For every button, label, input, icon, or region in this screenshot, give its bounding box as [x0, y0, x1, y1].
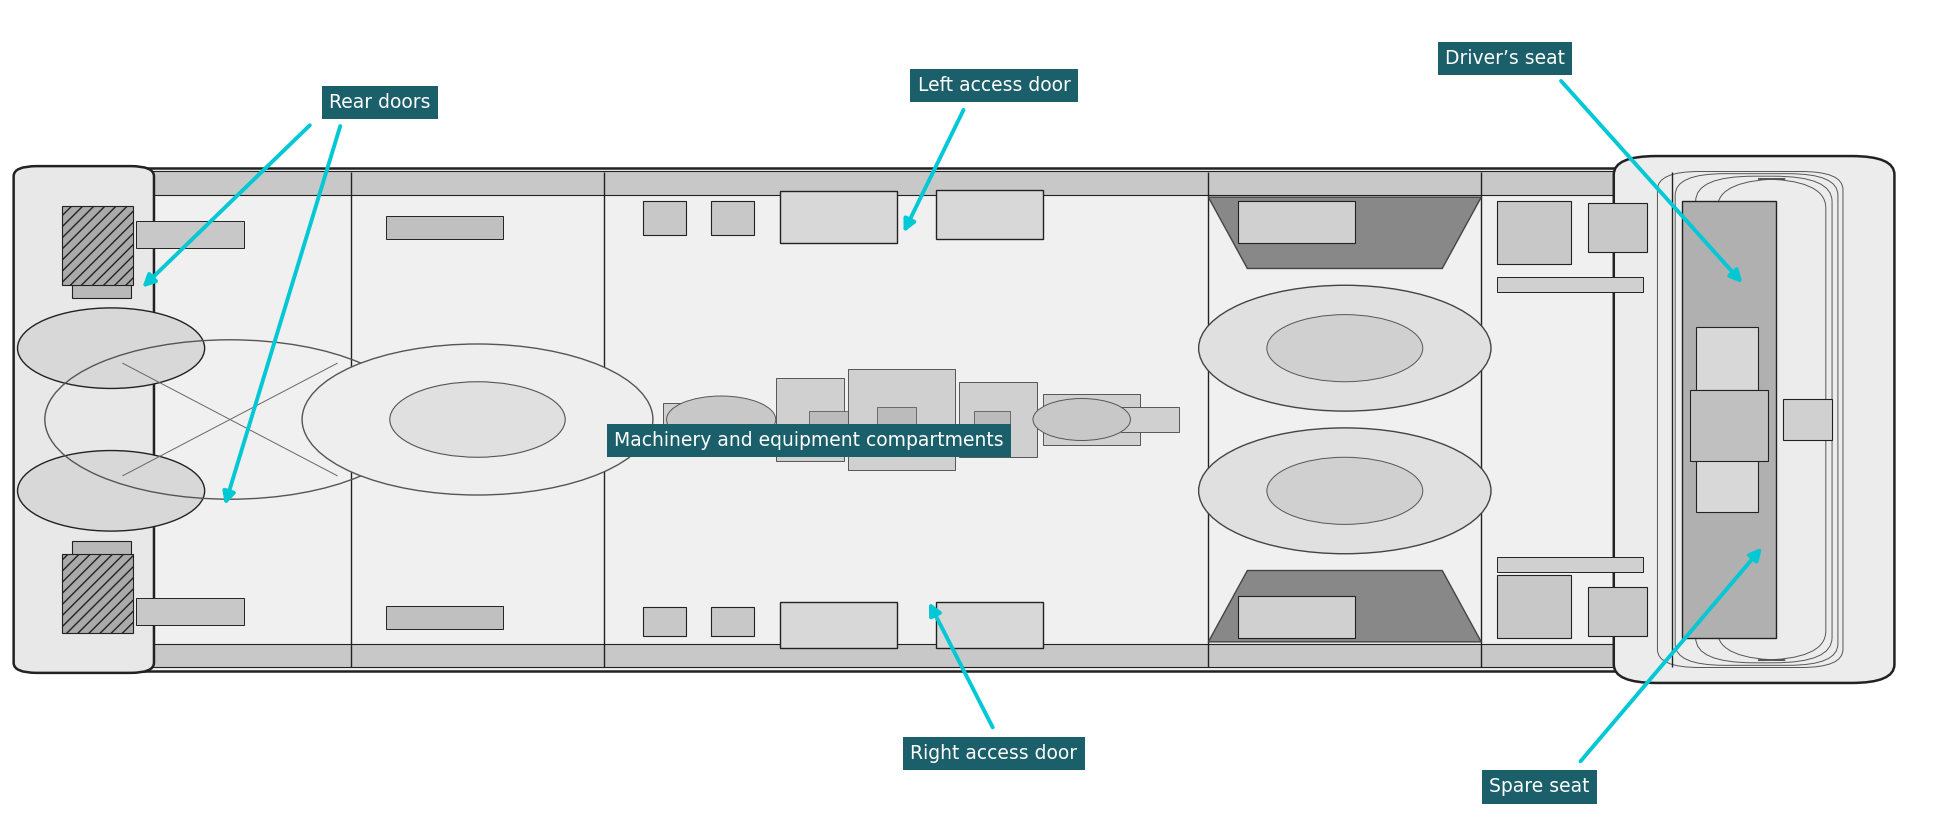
Bar — [136, 598, 244, 625]
FancyBboxPatch shape — [1613, 156, 1893, 683]
Bar — [1588, 587, 1646, 636]
Bar — [1689, 390, 1767, 461]
Bar — [779, 602, 896, 648]
Bar — [62, 554, 132, 633]
Bar — [386, 606, 503, 629]
Polygon shape — [1208, 197, 1480, 268]
Circle shape — [666, 396, 775, 443]
Circle shape — [1266, 457, 1422, 524]
Bar — [1042, 394, 1140, 445]
Bar — [808, 411, 847, 428]
Bar — [72, 583, 131, 617]
Text: Machinery and equipment compartments: Machinery and equipment compartments — [614, 431, 1003, 450]
Bar — [974, 411, 1009, 428]
Bar — [1496, 575, 1570, 638]
Bar — [662, 403, 756, 436]
FancyBboxPatch shape — [14, 166, 154, 673]
Bar — [1237, 596, 1354, 638]
Bar — [72, 264, 131, 298]
Bar — [72, 222, 131, 256]
Bar — [1120, 407, 1179, 432]
Bar — [1695, 453, 1757, 512]
Bar — [1237, 201, 1354, 243]
Bar — [127, 644, 1666, 667]
Text: Driver’s seat: Driver’s seat — [1443, 50, 1564, 68]
Text: Rear doors: Rear doors — [329, 93, 431, 112]
Circle shape — [1198, 285, 1490, 411]
Bar — [136, 221, 244, 248]
Bar — [1782, 399, 1831, 440]
Bar — [1681, 201, 1775, 638]
Text: Left access door: Left access door — [918, 76, 1069, 95]
Bar — [72, 541, 131, 575]
Circle shape — [1032, 399, 1130, 440]
Bar — [1496, 557, 1642, 572]
Circle shape — [302, 344, 653, 495]
Circle shape — [1266, 315, 1422, 382]
Bar — [127, 171, 1666, 195]
Bar — [643, 607, 686, 636]
Bar — [711, 607, 754, 636]
Bar — [1496, 277, 1642, 292]
Circle shape — [18, 308, 205, 388]
Bar — [935, 190, 1042, 239]
Bar — [107, 168, 1666, 671]
Bar — [935, 602, 1042, 648]
Bar — [62, 206, 132, 285]
Bar — [779, 191, 896, 243]
Polygon shape — [1208, 571, 1480, 642]
Bar — [711, 201, 754, 235]
Bar — [1496, 201, 1570, 264]
Circle shape — [18, 451, 205, 531]
Bar — [775, 378, 843, 461]
Bar — [847, 369, 955, 470]
Circle shape — [390, 382, 565, 457]
Text: Right access door: Right access door — [910, 744, 1077, 763]
Bar — [877, 407, 916, 432]
Bar — [1588, 203, 1646, 252]
Bar — [643, 201, 686, 235]
Text: Spare seat: Spare seat — [1488, 778, 1590, 796]
Circle shape — [1198, 428, 1490, 554]
Bar — [386, 216, 503, 239]
Bar — [958, 382, 1036, 457]
Bar — [1695, 327, 1757, 390]
